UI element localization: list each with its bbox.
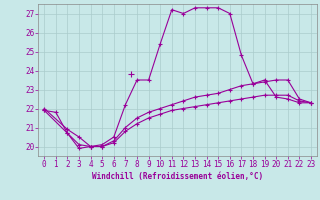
- X-axis label: Windchill (Refroidissement éolien,°C): Windchill (Refroidissement éolien,°C): [92, 172, 263, 181]
